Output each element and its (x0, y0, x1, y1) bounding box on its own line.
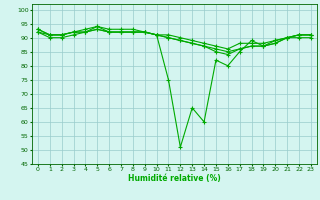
X-axis label: Humidité relative (%): Humidité relative (%) (128, 174, 221, 183)
